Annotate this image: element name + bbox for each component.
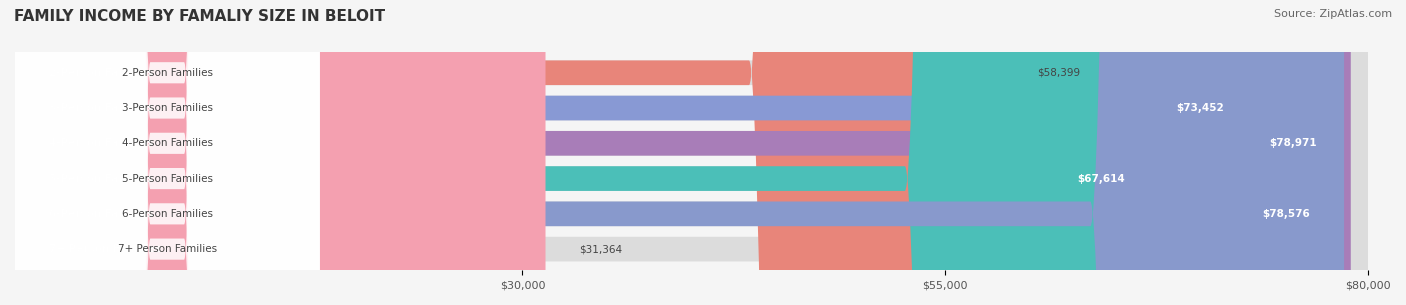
FancyBboxPatch shape <box>15 0 1351 305</box>
FancyBboxPatch shape <box>15 0 1368 305</box>
Text: FAMILY INCOME BY FAMALIY SIZE IN BELOIT: FAMILY INCOME BY FAMALIY SIZE IN BELOIT <box>14 9 385 24</box>
FancyBboxPatch shape <box>15 0 1368 305</box>
Text: 4-Person Families: 4-Person Families <box>49 138 153 148</box>
Text: 3-Person Families: 3-Person Families <box>49 103 153 113</box>
FancyBboxPatch shape <box>15 0 319 305</box>
Text: $67,614: $67,614 <box>1077 174 1125 184</box>
FancyBboxPatch shape <box>15 0 1159 305</box>
FancyBboxPatch shape <box>15 0 1002 305</box>
Text: 2-Person Families: 2-Person Families <box>49 68 153 78</box>
Text: $31,364: $31,364 <box>579 244 623 254</box>
FancyBboxPatch shape <box>15 0 319 305</box>
FancyBboxPatch shape <box>15 0 1368 305</box>
FancyBboxPatch shape <box>15 0 1344 305</box>
Text: 6-Person Families: 6-Person Families <box>122 209 212 219</box>
Text: 5-Person Families: 5-Person Families <box>122 174 212 184</box>
FancyBboxPatch shape <box>15 0 546 305</box>
Text: $78,576: $78,576 <box>1263 209 1310 219</box>
Text: 7+ Person Families: 7+ Person Families <box>118 244 217 254</box>
Text: 6-Person Families: 6-Person Families <box>49 209 153 219</box>
Text: 7+ Person Families: 7+ Person Families <box>49 244 162 254</box>
FancyBboxPatch shape <box>15 0 1257 305</box>
Text: 4-Person Families: 4-Person Families <box>122 138 212 148</box>
FancyBboxPatch shape <box>15 0 319 305</box>
FancyBboxPatch shape <box>15 0 319 305</box>
FancyBboxPatch shape <box>15 0 1368 305</box>
Text: Source: ZipAtlas.com: Source: ZipAtlas.com <box>1274 9 1392 19</box>
FancyBboxPatch shape <box>15 0 319 305</box>
FancyBboxPatch shape <box>15 0 319 305</box>
FancyBboxPatch shape <box>15 0 1368 305</box>
Text: $58,399: $58,399 <box>1036 68 1080 78</box>
Text: 2-Person Families: 2-Person Families <box>122 68 212 78</box>
Text: $73,452: $73,452 <box>1175 103 1223 113</box>
Text: $78,971: $78,971 <box>1270 138 1317 148</box>
Text: 3-Person Families: 3-Person Families <box>122 103 212 113</box>
FancyBboxPatch shape <box>15 0 1368 305</box>
Text: 5-Person Families: 5-Person Families <box>49 174 153 184</box>
